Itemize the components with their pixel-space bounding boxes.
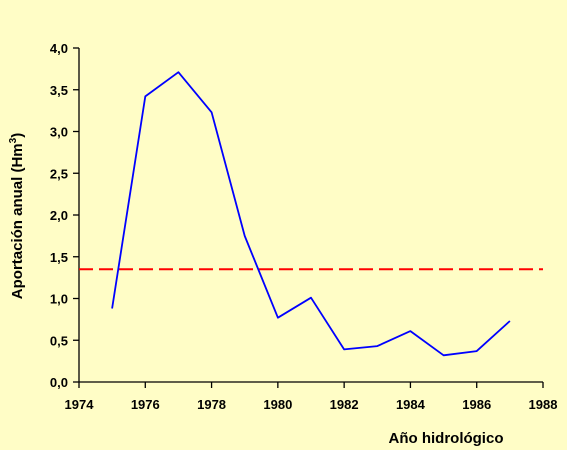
- x-tick-label: 1986: [462, 397, 491, 412]
- y-axis-ticks: 0,0 0,5 1,0 1,5 2,0 2,5 3,0 3,5 4,0: [50, 41, 79, 390]
- y-axis-label: Aportación anual (Hm3): [8, 133, 26, 299]
- y-tick-label: 2,0: [50, 208, 68, 223]
- y-tick-label: 0,5: [50, 333, 68, 348]
- y-axis-label-main: Aportación anual (Hm: [9, 143, 26, 299]
- y-tick-label: 1,5: [50, 250, 68, 265]
- x-tick-label: 1982: [330, 397, 359, 412]
- axes: [78, 48, 543, 383]
- y-axis-label-close: ): [9, 133, 26, 138]
- plot-area: [79, 71, 543, 357]
- x-tick-label: 1978: [197, 397, 226, 412]
- x-tick-label: 1980: [263, 397, 292, 412]
- y-tick-label: 3,0: [50, 125, 68, 140]
- x-tick-label: 1974: [65, 397, 95, 412]
- x-axis-ticks: 1974 1976 1978 1980 1982 1984 1986 1988: [65, 382, 558, 412]
- x-tick-label: 1988: [529, 397, 558, 412]
- y-tick-label: 4,0: [50, 41, 68, 56]
- y-axis-label-superscript: 3: [8, 137, 19, 143]
- y-tick-label: 0,0: [50, 375, 68, 390]
- y-tick-label: 1,0: [50, 292, 68, 307]
- y-tick-label: 3,5: [50, 83, 68, 98]
- x-axis-label: Año hidrológico: [389, 430, 504, 447]
- x-tick-label: 1976: [131, 397, 160, 412]
- series-line: [111, 71, 511, 357]
- x-tick-label: 1984: [396, 397, 426, 412]
- y-tick-label: 2,5: [50, 166, 68, 181]
